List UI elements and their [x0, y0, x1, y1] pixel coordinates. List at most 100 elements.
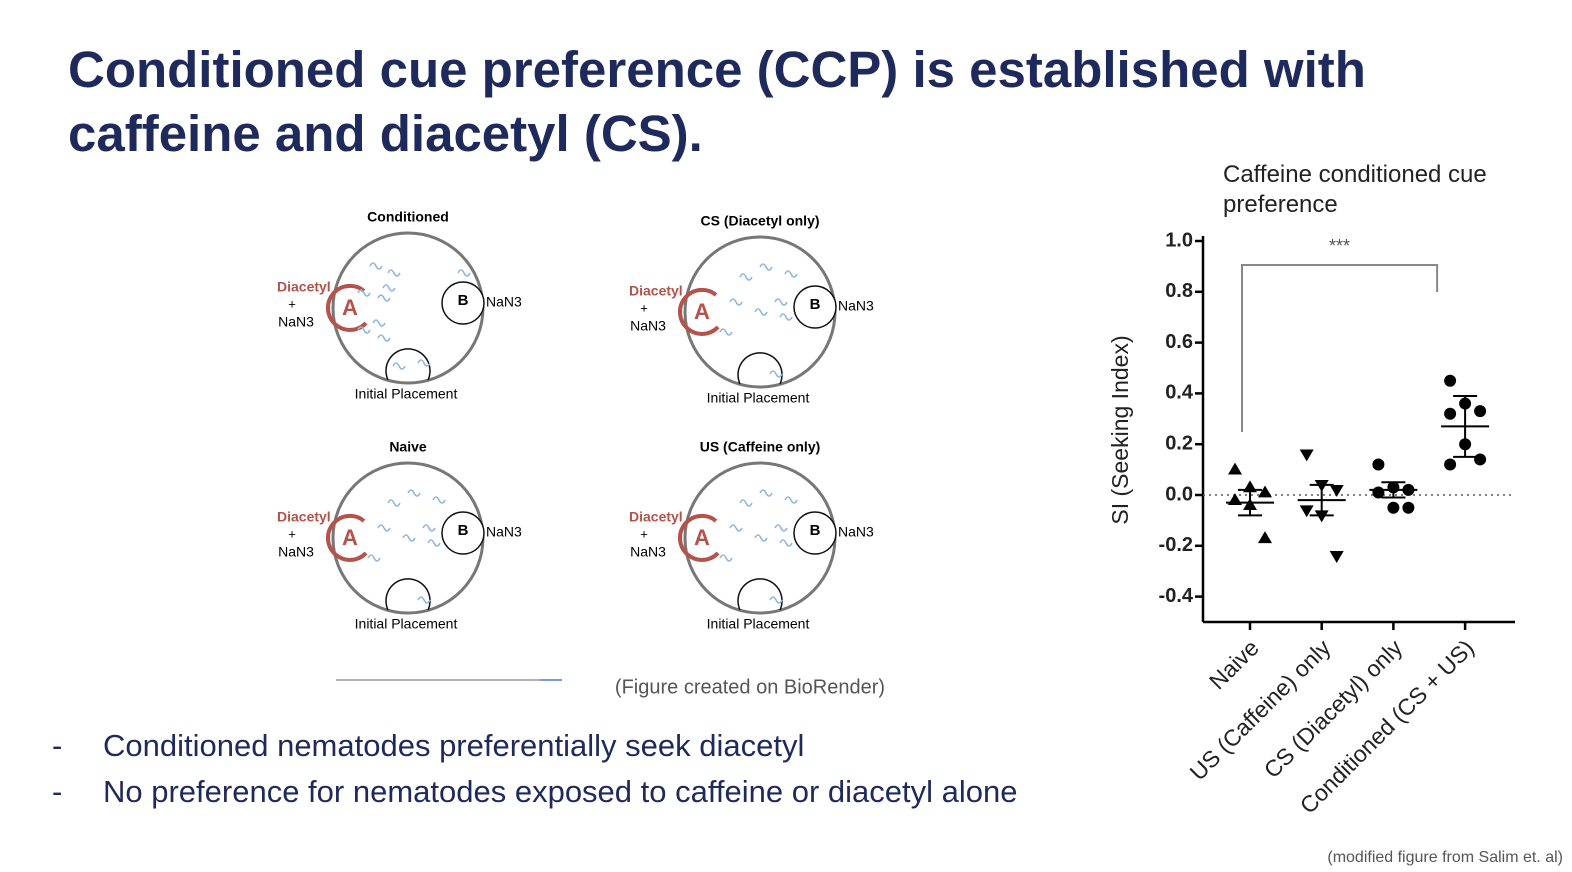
- zone-b: [793, 285, 837, 329]
- worm: [739, 499, 753, 507]
- y-tick-label: -0.4: [1159, 585, 1194, 607]
- left-label-bottom: NaN3: [630, 318, 666, 334]
- data-point: [1329, 551, 1344, 563]
- worm: [357, 289, 371, 297]
- worm: [774, 298, 788, 306]
- worm: [457, 269, 471, 277]
- worm: [367, 554, 381, 562]
- y-tick-label: 0.6: [1165, 331, 1193, 353]
- worm: [719, 554, 733, 562]
- worm: [427, 539, 441, 547]
- left-label-plus: +: [640, 526, 648, 541]
- diagram-title: Conditioned: [367, 209, 449, 225]
- worm: [739, 273, 753, 281]
- diagram-title: US (Caffeine only): [700, 439, 821, 455]
- worm: [779, 539, 793, 547]
- worm: [784, 496, 798, 504]
- worm: [417, 596, 431, 604]
- worm: [357, 326, 371, 334]
- worm: [729, 298, 743, 306]
- left-label-plus: +: [288, 296, 296, 311]
- left-label-plus: +: [288, 526, 296, 541]
- bottom-label: Initial Placement: [707, 390, 810, 406]
- worm: [774, 524, 788, 532]
- worm: [754, 534, 768, 542]
- data-point: [1329, 485, 1344, 497]
- bottom-label: Initial Placement: [355, 616, 458, 632]
- bullet-marker: -: [52, 728, 63, 763]
- bottom-label: Initial Placement: [707, 616, 810, 632]
- worm: [759, 489, 773, 497]
- worm: [387, 499, 401, 507]
- worm: [417, 359, 431, 367]
- bullet-text: No preference for nematodes exposed to c…: [103, 774, 1018, 809]
- left-label-plus: +: [640, 300, 648, 315]
- zone-b-label: B: [810, 522, 821, 539]
- left-label-top: Diacetyl: [277, 509, 331, 525]
- worm: [387, 269, 401, 277]
- data-point: [1299, 449, 1314, 462]
- zone-b-label: B: [458, 292, 469, 309]
- y-tick-label: 1.0: [1165, 229, 1193, 251]
- x-tick-label: Naive: [1204, 634, 1264, 694]
- zone-b: [441, 511, 485, 555]
- data-point: [1444, 458, 1457, 471]
- zone-a-label: A: [342, 295, 358, 320]
- left-label-bottom: NaN3: [278, 544, 314, 560]
- diagram-title: Naive: [389, 439, 427, 455]
- left-label-bottom: NaN3: [278, 314, 314, 330]
- y-tick-label: 0.2: [1165, 432, 1193, 454]
- worm: [784, 270, 798, 278]
- worm: [377, 524, 391, 532]
- zone-b: [793, 511, 837, 555]
- worm: [779, 313, 793, 321]
- start-zone: [737, 352, 783, 385]
- worm: [392, 362, 406, 370]
- zone-a-label: A: [694, 299, 710, 324]
- worm: [759, 263, 773, 271]
- zone-a-label: A: [694, 525, 710, 550]
- left-label-top: Diacetyl: [629, 509, 683, 525]
- data-point: [1258, 531, 1272, 544]
- worm: [754, 308, 768, 316]
- bullet-marker: -: [52, 774, 63, 809]
- left-label-top: Diacetyl: [629, 283, 683, 299]
- worm: [407, 489, 421, 497]
- data-point: [1444, 407, 1457, 420]
- source: (modified figure from Salim et. al): [1327, 849, 1563, 866]
- worm: [369, 262, 383, 270]
- data-point: [1258, 485, 1272, 498]
- bottom-label: Initial Placement: [355, 386, 458, 402]
- worm: [769, 596, 783, 604]
- bullet-text: Conditioned nematodes preferentially see…: [103, 728, 805, 763]
- data-point: [1402, 501, 1415, 514]
- worm: [729, 524, 743, 532]
- worm: [769, 370, 783, 378]
- right-label: NaN3: [838, 524, 874, 540]
- start-zone: [385, 348, 431, 381]
- chart-title: Caffeine conditioned cue preference: [1223, 161, 1487, 218]
- start-zone: [385, 578, 431, 611]
- zone-a: [677, 513, 720, 562]
- right-label: NaN3: [486, 294, 522, 310]
- left-label-bottom: NaN3: [630, 544, 666, 560]
- worm: [372, 319, 386, 327]
- right-label: NaN3: [838, 298, 874, 314]
- zone-b: [441, 281, 485, 325]
- zone-a: [677, 287, 720, 336]
- zone-a: [325, 513, 368, 562]
- zone-b-label: B: [810, 296, 821, 313]
- figure-caption: (Figure created on BioRender): [615, 676, 885, 698]
- diagram-title: CS (Diacetyl only): [700, 213, 819, 229]
- start-zone: [737, 578, 783, 611]
- worm: [432, 496, 446, 504]
- worm: [377, 294, 391, 302]
- data-point: [1228, 462, 1242, 475]
- worm: [422, 524, 436, 532]
- left-label-top: Diacetyl: [277, 279, 331, 295]
- worm: [382, 284, 396, 292]
- worm: [719, 328, 733, 336]
- data-point: [1314, 510, 1329, 523]
- zone-b-label: B: [458, 522, 469, 539]
